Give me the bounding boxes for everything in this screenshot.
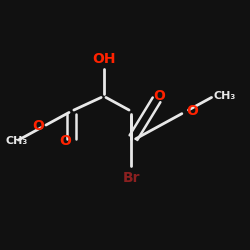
Text: O: O	[186, 104, 198, 118]
Text: O: O	[32, 119, 44, 133]
Text: CH₃: CH₃	[214, 91, 236, 101]
Text: CH₃: CH₃	[5, 136, 28, 146]
Text: Br: Br	[122, 171, 140, 185]
Text: O: O	[60, 134, 71, 148]
Text: O: O	[153, 89, 165, 103]
Text: OH: OH	[92, 52, 116, 66]
